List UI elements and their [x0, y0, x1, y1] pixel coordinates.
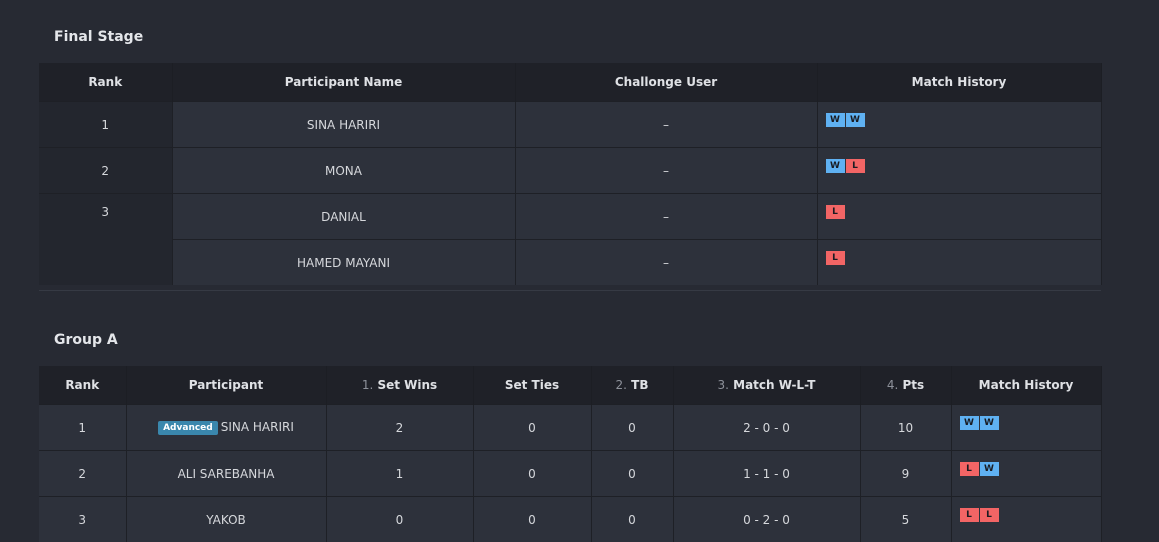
match-wlt: 1 - 1 - 0 [673, 451, 860, 497]
tb: 0 [591, 451, 673, 497]
set-ties: 0 [473, 405, 591, 451]
header-label: Match W-L-T [733, 378, 815, 392]
rank-cell: 3 [39, 194, 172, 286]
header-tb: 2. TB [591, 366, 673, 405]
header-match-history: Match History [817, 63, 1101, 102]
advanced-badge: Advanced [158, 421, 218, 435]
final-stage-title: Final Stage [54, 29, 143, 45]
participant-name[interactable]: MONA [172, 148, 515, 194]
participant-name[interactable]: SINA HARIRI [221, 420, 294, 434]
participant-name[interactable]: YAKOB [206, 513, 246, 527]
header-set-wins: 1. Set Wins [326, 366, 473, 405]
set-wins: 2 [326, 405, 473, 451]
tb: 0 [591, 405, 673, 451]
challonge-user: – [515, 102, 817, 148]
match-wlt: 0 - 2 - 0 [673, 497, 860, 542]
loss-badge[interactable]: L [960, 508, 979, 522]
points: 5 [860, 497, 951, 542]
header-label: TB [631, 378, 648, 392]
loss-badge[interactable]: L [826, 251, 845, 265]
tb: 0 [591, 497, 673, 542]
points: 10 [860, 405, 951, 451]
loss-badge[interactable]: L [846, 159, 865, 173]
header-match-w-l-t: 3. Match W-L-T [673, 366, 860, 405]
header-label: Rank [65, 378, 99, 392]
rank-cell: 1 [39, 405, 126, 451]
challonge-user: – [515, 240, 817, 286]
match-wlt: 2 - 0 - 0 [673, 405, 860, 451]
points: 9 [860, 451, 951, 497]
participant-name[interactable]: SINA HARIRI [172, 102, 515, 148]
tiebreak-order: 2. [616, 378, 627, 392]
loss-badge[interactable]: L [960, 462, 979, 476]
header-label: Participant [189, 378, 264, 392]
set-ties: 0 [473, 497, 591, 542]
win-badge[interactable]: W [980, 416, 999, 430]
header-set-ties: Set Ties [473, 366, 591, 405]
header-pts: 4. Pts [860, 366, 951, 405]
header-rank: Rank [39, 366, 126, 405]
header-challonge-user: Challonge User [515, 63, 817, 102]
header-participant: Participant [126, 366, 326, 405]
challonge-user: – [515, 148, 817, 194]
win-badge[interactable]: W [826, 159, 845, 173]
participant-name[interactable]: DANIAL [172, 194, 515, 240]
participant-name[interactable]: ALI SAREBANHA [178, 467, 275, 481]
header-label: Match History [979, 378, 1074, 392]
set-wins: 1 [326, 451, 473, 497]
rank-cell: 2 [39, 148, 172, 194]
participant-cell[interactable]: YAKOB [126, 497, 326, 542]
tiebreak-order: 1. [362, 378, 373, 392]
group-a-title: Group A [54, 332, 118, 348]
rank-cell: 1 [39, 102, 172, 148]
loss-badge[interactable]: L [826, 205, 845, 219]
win-badge[interactable]: W [846, 113, 865, 127]
table-row: HAMED MAYANI–L [39, 240, 1101, 286]
header-label: Set Wins [377, 378, 437, 392]
section-divider [39, 290, 1101, 291]
header-participant-name: Participant Name [172, 63, 515, 102]
set-wins: 0 [326, 497, 473, 542]
header-label: Set Ties [505, 378, 559, 392]
rank-cell: 2 [39, 451, 126, 497]
final-stage-table: Rank Participant Name Challonge User Mat… [39, 63, 1102, 285]
tiebreak-order: 4. [887, 378, 898, 392]
win-badge[interactable]: W [980, 462, 999, 476]
match-history: L [817, 240, 1101, 286]
match-history: L [817, 194, 1101, 240]
win-badge[interactable]: W [960, 416, 979, 430]
win-badge[interactable]: W [826, 113, 845, 127]
rank-cell: 3 [39, 497, 126, 542]
header-rank: Rank [39, 63, 172, 102]
header-match-history: Match History [951, 366, 1101, 405]
challonge-user: – [515, 194, 817, 240]
participant-name[interactable]: HAMED MAYANI [172, 240, 515, 286]
participant-cell[interactable]: ALI SAREBANHA [126, 451, 326, 497]
header-label: Pts [902, 378, 924, 392]
set-ties: 0 [473, 451, 591, 497]
tiebreak-order: 3. [718, 378, 729, 392]
loss-badge[interactable]: L [980, 508, 999, 522]
